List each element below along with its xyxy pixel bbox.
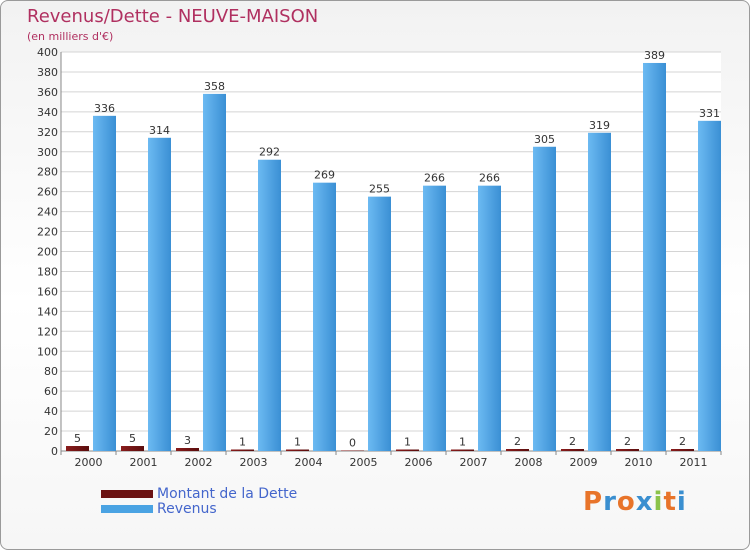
data-label-revenus: 314 [149, 124, 170, 137]
y-tick-label: 120 [37, 325, 58, 338]
bar-dette [121, 446, 144, 451]
logo-letter: x [635, 487, 654, 517]
bar-revenus [93, 115, 116, 451]
bar-revenus [368, 196, 391, 451]
y-tick-label: 160 [37, 285, 58, 298]
data-label-dette: 1 [404, 436, 411, 449]
logo-letter: P [583, 487, 604, 517]
y-tick-label: 200 [37, 246, 58, 259]
bar-revenus [258, 159, 281, 452]
bar-dette [671, 449, 694, 451]
bar-revenus [643, 62, 666, 451]
x-tick-label: 2004 [295, 456, 323, 469]
data-label-dette: 2 [569, 435, 576, 448]
y-tick-label: 80 [44, 365, 58, 378]
y-tick-label: 320 [37, 126, 58, 139]
data-label-dette: 5 [129, 432, 136, 445]
y-tick-label: 20 [44, 425, 58, 438]
bar-dette [561, 449, 584, 451]
data-label-revenus: 389 [644, 49, 665, 62]
y-tick-label: 360 [37, 86, 58, 99]
data-label-dette: 0 [349, 437, 356, 450]
data-label-dette: 2 [679, 435, 686, 448]
legend-swatch-dette [101, 490, 153, 498]
bar-dette [451, 449, 474, 451]
data-label-dette: 2 [624, 435, 631, 448]
legend-label-revenus: Revenus [157, 501, 217, 517]
data-label-dette: 1 [294, 436, 301, 449]
bar-dette [616, 449, 639, 451]
y-tick-label: 180 [37, 265, 58, 278]
bar-revenus [423, 185, 446, 452]
x-tick-label: 2010 [625, 456, 653, 469]
bar-revenus [698, 120, 721, 451]
bar-dette [176, 448, 199, 451]
y-tick-label: 260 [37, 186, 58, 199]
chart-title: Revenus/Dette - NEUVE-MAISON [27, 6, 319, 27]
y-tick-label: 380 [37, 66, 58, 79]
data-label-revenus: 358 [204, 80, 225, 93]
x-tick-label: 2006 [405, 456, 433, 469]
bar-revenus [313, 182, 336, 452]
data-label-revenus: 255 [369, 183, 390, 196]
y-tick-label: 220 [37, 226, 58, 239]
bar-revenus [478, 185, 501, 452]
x-tick-label: 2003 [240, 456, 268, 469]
logo-letter: i [653, 487, 664, 517]
y-tick-label: 300 [37, 146, 58, 159]
x-tick-label: 2008 [515, 456, 543, 469]
data-label-dette: 5 [74, 432, 81, 445]
data-label-revenus: 331 [699, 107, 720, 120]
bar-revenus [203, 93, 226, 452]
y-tick-label: 140 [37, 305, 58, 318]
data-label-revenus: 266 [424, 172, 445, 185]
data-label-dette: 1 [459, 436, 466, 449]
x-tick-label: 2011 [680, 456, 708, 469]
y-tick-label: 100 [37, 345, 58, 358]
y-tick-label: 60 [44, 385, 58, 398]
x-tick-label: 2009 [570, 456, 598, 469]
data-label-dette: 1 [239, 436, 246, 449]
y-tick-label: 0 [51, 445, 58, 458]
y-tick-label: 240 [37, 206, 58, 219]
proxiti-logo: Proxiti [583, 487, 687, 517]
legend-swatch-revenus [101, 505, 153, 513]
bar-revenus [148, 137, 171, 451]
bar-dette [506, 449, 529, 451]
x-tick-label: 2002 [185, 456, 213, 469]
bar-dette [66, 446, 89, 451]
x-tick-label: 2000 [75, 456, 103, 469]
bar-dette [286, 449, 309, 451]
legend-label-dette: Montant de la Dette [157, 486, 298, 502]
data-label-revenus: 319 [589, 119, 610, 132]
y-tick-label: 400 [37, 46, 58, 59]
data-label-dette: 2 [514, 435, 521, 448]
bar-revenus [533, 146, 556, 451]
bar-dette [396, 449, 419, 451]
y-tick-label: 340 [37, 106, 58, 119]
logo-letter: i [676, 487, 687, 517]
data-label-revenus: 266 [479, 172, 500, 185]
x-tick-label: 2001 [130, 456, 158, 469]
logo-letter: o [616, 487, 636, 517]
data-label-dette: 3 [184, 434, 191, 447]
chart-subtitle: (en milliers d'€) [27, 30, 114, 43]
data-label-revenus: 305 [534, 133, 555, 146]
y-tick-label: 40 [44, 405, 58, 418]
logo-letter: t [663, 487, 677, 517]
data-label-revenus: 269 [314, 169, 335, 182]
bar-dette [341, 450, 364, 451]
bar-revenus [588, 132, 611, 452]
x-tick-label: 2005 [350, 456, 378, 469]
logo-letter: r [603, 487, 617, 517]
x-tick-label: 2007 [460, 456, 488, 469]
y-tick-label: 280 [37, 166, 58, 179]
bar-dette [231, 449, 254, 451]
data-label-revenus: 336 [94, 102, 115, 115]
data-label-revenus: 292 [259, 146, 280, 159]
